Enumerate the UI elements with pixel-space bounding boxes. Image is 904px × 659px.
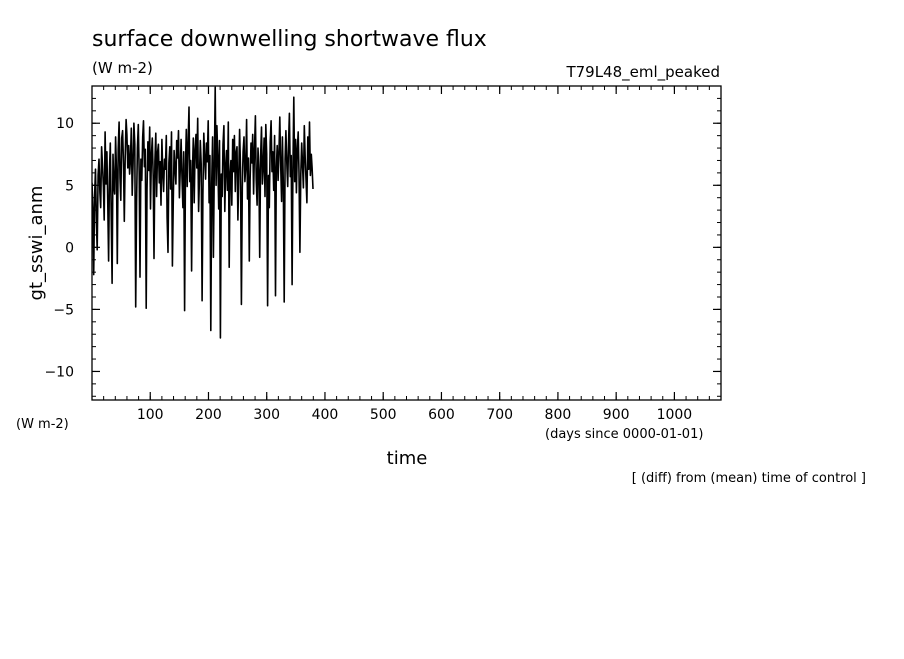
left-units-label: (W m-2) xyxy=(16,417,69,432)
x-units-label: (days since 0000-01-01) xyxy=(545,427,703,442)
footnote: [ (diff) from (mean) time of control ] xyxy=(632,471,866,486)
x-tick-label: 100 xyxy=(137,407,164,423)
y-tick-label: 10 xyxy=(56,116,74,132)
x-tick-label: 700 xyxy=(486,407,513,423)
chart-title: surface downwelling shortwave flux xyxy=(92,27,487,52)
x-tick-label: 600 xyxy=(428,407,455,423)
x-tick-label: 200 xyxy=(195,407,222,423)
y-tick-label: 5 xyxy=(65,178,74,194)
plot-area: 100 200 300 400 500 600 700 800 900 1000 −10 −5 0 5 10 xyxy=(44,85,722,423)
x-tick-label: 1000 xyxy=(657,407,693,423)
y-tick-label: −5 xyxy=(53,302,74,318)
run-label: T79L48_eml_peaked xyxy=(565,63,720,82)
x-tick-label: 300 xyxy=(253,407,280,423)
units-label: (W m-2) xyxy=(92,59,153,77)
y-tick-label: 0 xyxy=(65,240,74,256)
x-tick-label: 900 xyxy=(603,407,630,423)
x-tick-label: 400 xyxy=(312,407,339,423)
x-tick-label: 500 xyxy=(370,407,397,423)
series-line-0 xyxy=(92,86,314,339)
y-axis-label: gt_sswi_anm xyxy=(26,186,47,301)
x-axis-label: time xyxy=(387,448,428,469)
x-tick-label: 800 xyxy=(545,407,572,423)
y-tick-label: −10 xyxy=(44,364,74,380)
